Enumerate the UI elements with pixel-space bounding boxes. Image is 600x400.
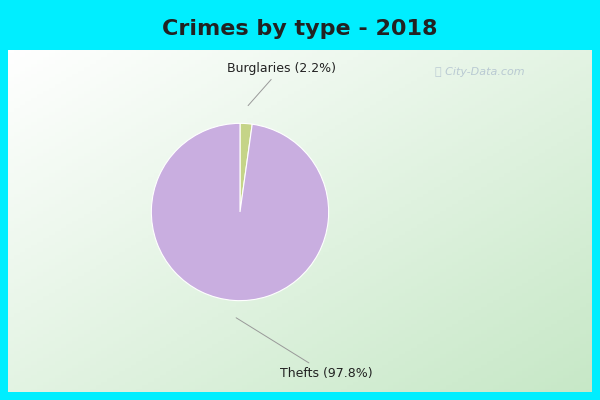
Text: Burglaries (2.2%): Burglaries (2.2%) [227, 62, 336, 106]
Wedge shape [240, 123, 252, 212]
Text: Thefts (97.8%): Thefts (97.8%) [236, 318, 373, 380]
Wedge shape [151, 123, 329, 301]
Text: ⓘ City-Data.com: ⓘ City-Data.com [435, 67, 525, 77]
Text: Crimes by type - 2018: Crimes by type - 2018 [162, 19, 438, 39]
